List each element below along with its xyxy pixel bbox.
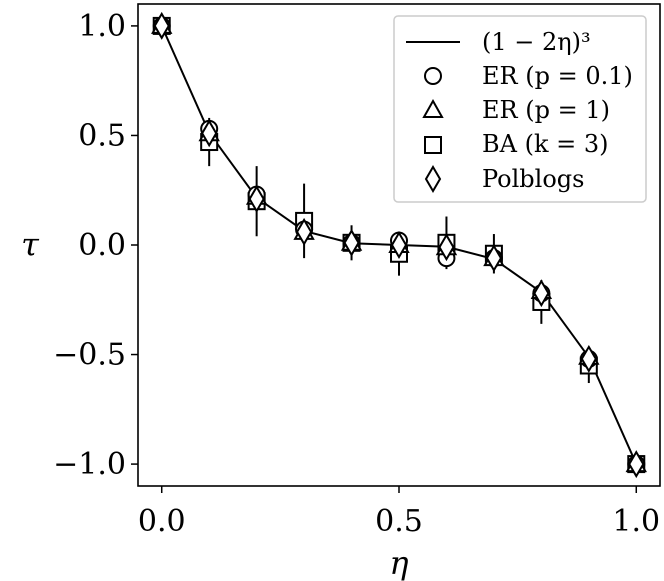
y-tick-label: 1.0 — [78, 9, 126, 44]
diamond-marker — [628, 450, 645, 479]
y-tick-label: −1.0 — [53, 447, 126, 482]
x-axis-label: η — [389, 544, 408, 581]
y-tick-label: 0.5 — [78, 118, 126, 153]
markers — [151, 11, 647, 479]
legend-box — [393, 15, 647, 203]
diamond-marker — [533, 279, 550, 308]
diamond-marker — [201, 119, 218, 148]
legend-label-polblogs: Polblogs — [482, 165, 584, 193]
diamond-marker — [485, 244, 503, 273]
legend-diamond-icon — [424, 165, 442, 193]
legend-circle-icon — [424, 67, 442, 85]
x-tick-label: 1.0 — [612, 504, 660, 539]
diamond-marker — [248, 185, 265, 213]
legend-square-icon — [424, 136, 442, 154]
x-tick-label: 0.0 — [138, 504, 186, 539]
diamond-marker — [580, 344, 597, 373]
ticks: 0.0 0.5 1.0 1.0 0.5 0.0 −0.5 −1.0 — [53, 9, 660, 539]
legend-triangle-icon — [422, 98, 444, 118]
legend-label-ba: BA (k = 3) — [482, 130, 609, 158]
diamond-marker — [438, 233, 455, 262]
legend-label-er-01: ER (p = 0.1) — [482, 62, 633, 90]
diamond-marker — [343, 228, 360, 257]
diamond-marker — [390, 231, 408, 259]
diamond-marker — [153, 11, 170, 40]
x-tick-label: 0.5 — [375, 504, 423, 539]
legend-label-er-1: ER (p = 1) — [482, 96, 610, 124]
legend-label-curve: (1 − 2η)³ — [482, 28, 591, 56]
diamond-marker — [295, 217, 313, 246]
legend: (1 − 2η)³ ER (p = 0.1) ER (p = 1) BA (k … — [393, 15, 647, 203]
y-tick-label: −0.5 — [53, 338, 126, 373]
y-tick-label: 0.0 — [78, 228, 126, 263]
y-axis-label: τ — [21, 226, 40, 264]
